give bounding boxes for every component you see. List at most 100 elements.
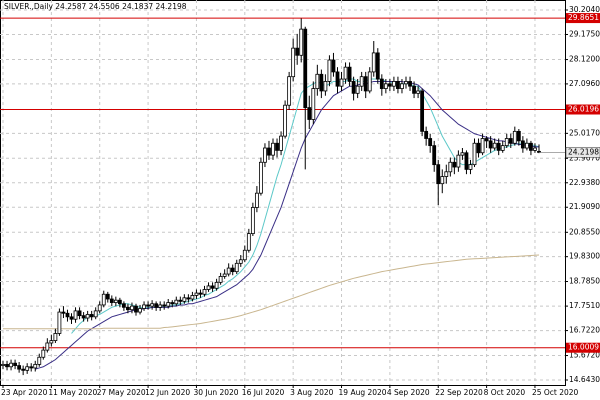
last-open: 24.2587 <box>55 2 86 11</box>
level-label-box <box>566 13 600 24</box>
candle-body <box>412 85 416 94</box>
candle-body <box>210 285 215 289</box>
candle-body <box>307 107 312 120</box>
candle-body <box>400 83 404 89</box>
y-tick-label: 18.7850 <box>569 277 600 286</box>
candle-body <box>13 362 17 366</box>
y-tick-label: 25.0170 <box>569 128 600 137</box>
candle-body <box>464 152 469 170</box>
candle-body <box>202 289 207 295</box>
candle-body <box>178 299 183 302</box>
y-tick-label: 23.9670 <box>569 153 600 162</box>
grid <box>0 0 565 385</box>
candle-body <box>69 316 74 320</box>
x-tick-label: 22 Sep 2020 <box>435 388 483 397</box>
candle-body <box>299 28 304 56</box>
candle-body <box>65 312 70 318</box>
candle-body <box>154 303 159 308</box>
candle-body <box>339 78 344 87</box>
candle-body <box>57 311 62 334</box>
candle-body <box>85 314 90 319</box>
candle-body <box>254 192 259 208</box>
chart-header: SILVER.,Daily 24.2587 24.5506 24.1837 24… <box>4 2 187 11</box>
x-tick-label: 23 Apr 2020 <box>1 388 48 397</box>
price-label-box <box>565 146 600 158</box>
candle-body <box>496 142 501 151</box>
candle-body <box>33 363 38 369</box>
candle-body <box>214 281 219 289</box>
candle-body <box>41 349 46 358</box>
marks <box>0 17 565 376</box>
candle-body <box>166 302 171 307</box>
plot-frame <box>0 0 566 386</box>
candle-body <box>468 164 473 170</box>
candle-body <box>238 259 243 264</box>
candle-body <box>387 83 392 87</box>
y-tick-label: 22.9380 <box>569 178 600 187</box>
last-high: 24.5506 <box>89 2 120 11</box>
candle-body <box>512 130 517 144</box>
candle-body <box>174 299 179 305</box>
y-tick-label: 20.8550 <box>569 227 600 236</box>
candle-body <box>275 142 279 151</box>
candle-body <box>117 299 122 305</box>
candle-body <box>291 47 296 78</box>
level-label: 26.0196 <box>568 105 599 114</box>
candle-body <box>97 304 102 312</box>
axis: 30.2040 29.1750 28.1200 27.0960 25.0170 23.96… <box>1 5 600 397</box>
candle-body <box>311 88 316 120</box>
candle-body <box>9 362 13 368</box>
candle-body <box>287 76 292 106</box>
candle-body <box>101 293 106 306</box>
last-low: 24.1837 <box>122 2 153 11</box>
candle-body <box>533 147 537 151</box>
candle-body <box>476 142 481 154</box>
level-label: 29.8651 <box>568 13 599 22</box>
candle-body <box>142 304 146 309</box>
candle-body <box>25 366 30 371</box>
y-tick-label: 21.9090 <box>569 202 600 211</box>
candle-body <box>440 176 445 185</box>
candle-body <box>432 145 437 166</box>
candle-body <box>105 293 110 300</box>
candle-body <box>150 303 155 307</box>
candle-body <box>162 304 167 307</box>
candle-body <box>45 342 50 351</box>
candle-body <box>61 311 66 314</box>
candle-body <box>134 305 138 313</box>
candle-body <box>383 83 388 89</box>
candle-body <box>456 154 461 168</box>
candle-body <box>186 297 191 300</box>
candle-body <box>283 104 288 137</box>
candle-body <box>93 310 98 318</box>
candle-body <box>351 81 356 94</box>
candle-body <box>436 164 441 185</box>
candle-body <box>392 81 396 87</box>
candle-body <box>29 366 34 369</box>
candle-body <box>77 310 82 317</box>
candle-body <box>331 59 336 73</box>
candle-body <box>379 78 384 89</box>
candle-body <box>279 135 283 151</box>
candle-body <box>327 59 332 82</box>
candle-body <box>109 298 114 303</box>
candle-body <box>222 273 227 277</box>
candle-body <box>367 71 372 92</box>
level-label: 16.0009 <box>568 343 599 352</box>
candle-body <box>81 315 86 319</box>
x-tick-label: 27 May 2020 <box>97 388 146 397</box>
y-tick-label: 30.2040 <box>569 5 600 14</box>
candle-body <box>484 138 489 142</box>
x-tick-label: 4 Sep 2020 <box>387 388 430 397</box>
candle-body <box>315 73 320 89</box>
candle-body <box>529 142 533 151</box>
candle-body <box>355 85 360 94</box>
candle-body <box>182 297 187 302</box>
x-tick-label: 8 Oct 2020 <box>484 388 526 397</box>
candle-body <box>194 292 199 296</box>
candle-body <box>452 161 457 168</box>
candle-body <box>343 66 348 80</box>
candle-body <box>363 76 368 92</box>
x-tick-label: 3 Aug 2020 <box>290 388 333 397</box>
candle-body <box>259 161 263 194</box>
